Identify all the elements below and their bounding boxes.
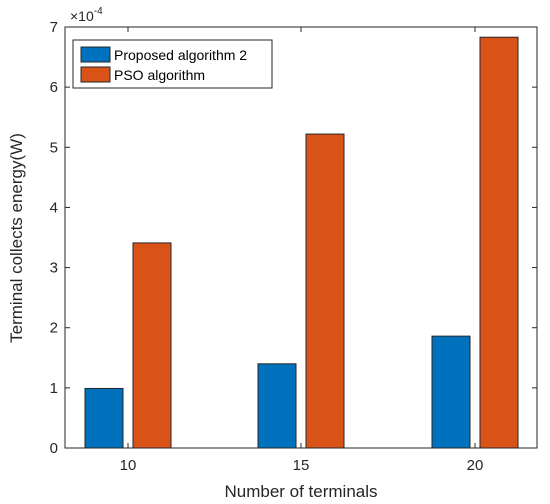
legend-swatch-pso <box>80 66 111 83</box>
y-tick-label: 3 <box>50 260 58 277</box>
bar-pso-20 <box>479 36 519 449</box>
y-axis-title: Terminal collects energy(W) <box>7 133 26 343</box>
bar-proposed-10 <box>84 387 124 449</box>
x-axis-title: Number of terminals <box>224 482 377 501</box>
y-axis-exponent-power: -4 <box>94 6 103 17</box>
bar-proposed-20 <box>431 335 471 449</box>
y-tick-label: 4 <box>50 199 58 216</box>
y-tick-label: 2 <box>50 320 58 337</box>
legend-label-proposed: Proposed algorithm 2 <box>114 47 247 63</box>
y-tick-label: 1 <box>50 380 58 397</box>
y-tick-label: 6 <box>50 79 58 96</box>
x-tick-label: 10 <box>120 457 137 474</box>
y-axis-exponent-base: ×10 <box>70 8 94 24</box>
y-tick-label: 5 <box>50 139 58 156</box>
ticks-layer: 0 1 2 3 4 5 6 7 10 15 20 <box>50 19 537 474</box>
bars-layer <box>84 36 519 449</box>
legend-swatch-proposed <box>80 46 111 63</box>
y-axis-exponent: ×10-4 <box>70 6 103 24</box>
legend: Proposed algorithm 2 PSO algorithm <box>72 39 273 89</box>
x-tick-label: 15 <box>293 457 310 474</box>
bar-pso-10 <box>132 242 172 449</box>
y-tick-label: 7 <box>50 19 58 36</box>
bar-pso-15 <box>305 133 345 449</box>
x-tick-label: 20 <box>467 457 484 474</box>
y-tick-label: 0 <box>50 440 58 457</box>
legend-label-pso: PSO algorithm <box>114 67 205 83</box>
bar-proposed-15 <box>257 363 297 449</box>
